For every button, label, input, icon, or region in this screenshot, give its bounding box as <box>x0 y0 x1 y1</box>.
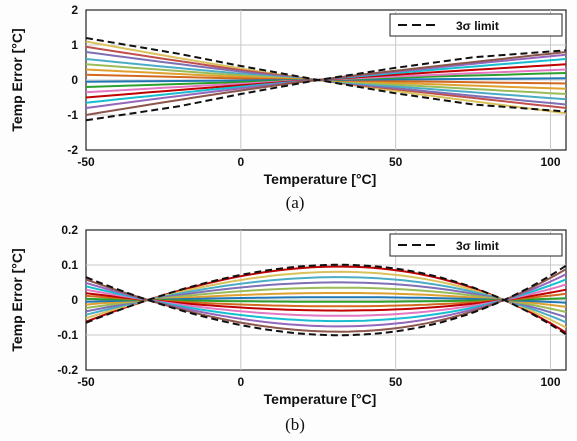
x-tick-label-a: 0 <box>237 155 244 169</box>
y-tick-label-b: -0.1 <box>57 328 78 342</box>
x-axis-label-b: Temperature [°C] <box>264 391 377 407</box>
x-axis-label-a: Temperature [°C] <box>264 171 377 187</box>
legend-box-b <box>389 233 563 257</box>
3sigma-lower-a <box>85 78 567 122</box>
x-tick-label-a: -50 <box>77 155 95 169</box>
legend-b: 3σ limit <box>389 233 563 257</box>
legend-label-a: 3σ limit <box>456 19 499 33</box>
x-tick-label-b: 100 <box>541 375 561 389</box>
y-axis-label-b: Temp Error [°C] <box>9 248 25 351</box>
y-tick-label-b: 0.2 <box>61 223 78 237</box>
y-tick-label-b: 0.1 <box>61 258 78 272</box>
3sigma-lower-b <box>85 264 567 337</box>
caption-a: (a) <box>286 193 305 212</box>
x-tick-label-b: 50 <box>389 375 403 389</box>
limit-a <box>85 37 567 122</box>
y-axis-label-a: Temp Error [°C] <box>9 28 25 131</box>
legend-box-a <box>389 13 563 37</box>
x-tick-label-a: 50 <box>389 155 403 169</box>
panel-a: -2 -1 0 1 2 -50 0 50 100 3σ limit Temperature [… <box>9 3 567 212</box>
y-tick-label-a: 2 <box>71 3 78 17</box>
y-ticks-a: -2 -1 0 1 2 <box>67 3 78 157</box>
legend-a: 3σ limit <box>389 13 563 37</box>
x-ticks-b: -50 0 50 100 <box>77 375 561 389</box>
panel-b: -0.2 -0.1 0 0.1 0.2 -50 0 50 100 3σ limit Tempe… <box>9 223 567 434</box>
y-ticks-b: -0.2 -0.1 0 0.1 0.2 <box>57 223 78 377</box>
x-tick-label-a: 100 <box>541 155 561 169</box>
caption-b: (b) <box>285 415 305 434</box>
y-tick-label-b: -0.2 <box>57 363 78 377</box>
x-tick-label-b: -50 <box>77 375 95 389</box>
y-tick-label-a: 0 <box>71 73 78 87</box>
legend-label-b: 3σ limit <box>456 239 499 253</box>
y-tick-label-a: 1 <box>71 38 78 52</box>
x-ticks-a: -50 0 50 100 <box>77 155 561 169</box>
y-tick-label-b: 0 <box>71 293 78 307</box>
x-tick-label-b: 0 <box>237 375 244 389</box>
y-tick-label-a: -1 <box>67 108 78 122</box>
3sigma-upper-b <box>85 263 567 336</box>
y-tick-label-a: -2 <box>67 143 78 157</box>
limit-b <box>85 263 567 337</box>
